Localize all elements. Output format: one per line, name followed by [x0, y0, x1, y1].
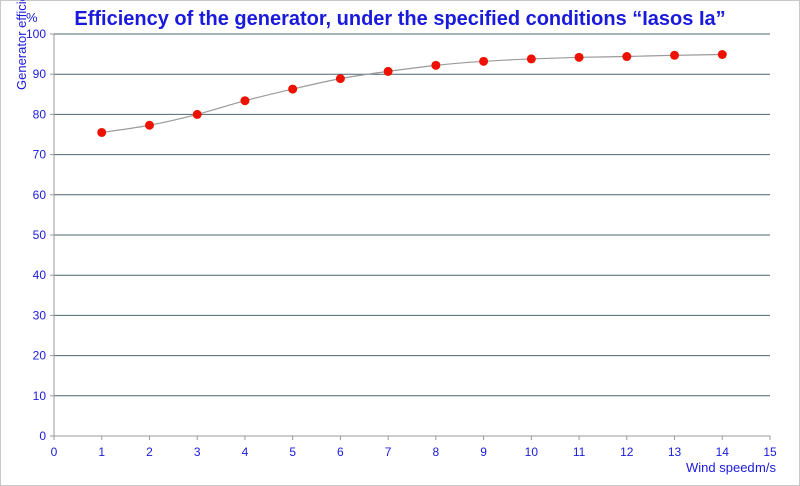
series-line [101, 53, 723, 134]
y-tick-label: 50 [33, 228, 47, 242]
data-point [526, 54, 536, 64]
data-point [383, 66, 393, 76]
x-tick-label: 3 [194, 445, 201, 459]
y-tick-labels: 0 10 20 30 40 50 60 70 80 90 100 [26, 27, 46, 443]
y-tick-label: 70 [33, 148, 47, 162]
data-point [622, 52, 632, 62]
x-tick-label: 14 [716, 445, 730, 459]
x-tick-labels: 0 1 2 3 4 5 6 7 8 9 10 11 12 13 14 15 [51, 445, 777, 459]
data-point [144, 120, 154, 130]
x-tick-label: 9 [480, 445, 487, 459]
x-tick-label: 6 [337, 445, 344, 459]
x-axis-unit: m/s [755, 460, 776, 475]
y-tick-label: 10 [33, 389, 47, 403]
y-tick-label: 80 [33, 107, 47, 121]
x-tick-label: 0 [51, 445, 58, 459]
series-curve [101, 53, 723, 134]
x-tick-label: 1 [98, 445, 105, 459]
x-tick-label: 2 [146, 445, 153, 459]
data-points [97, 50, 727, 137]
data-point [479, 56, 489, 66]
data-point [240, 96, 250, 106]
x-tick-label: 4 [242, 445, 249, 459]
y-tick-label: 90 [33, 67, 47, 81]
x-tick-label: 13 [668, 445, 682, 459]
y-axis-unit: % [26, 10, 38, 25]
data-point [574, 52, 584, 62]
data-point [97, 127, 107, 137]
x-tick-label: 15 [763, 445, 777, 459]
data-point [288, 84, 298, 94]
y-tick-label: 40 [33, 268, 47, 282]
data-point [670, 50, 680, 60]
y-tick-label: 60 [33, 188, 47, 202]
x-tick-label: 5 [289, 445, 296, 459]
x-tick-label: 11 [573, 445, 586, 459]
data-point [431, 60, 441, 70]
data-point [192, 109, 202, 119]
x-axis-label: Wind speed [686, 460, 755, 475]
y-tick-label: 20 [33, 349, 47, 363]
grid-lines [54, 33, 770, 397]
x-tick-label: 10 [525, 445, 539, 459]
chart-title: Efficiency of the generator, under the s… [74, 8, 726, 30]
x-tick-label: 12 [620, 445, 634, 459]
data-point [717, 50, 727, 60]
axes [50, 33, 771, 440]
x-tick-label: 8 [433, 445, 440, 459]
y-tick-label: 0 [39, 429, 46, 443]
data-point [335, 74, 345, 84]
x-tick-label: 7 [385, 445, 392, 459]
y-tick-label: 100 [26, 27, 46, 41]
y-tick-label: 30 [33, 308, 47, 322]
